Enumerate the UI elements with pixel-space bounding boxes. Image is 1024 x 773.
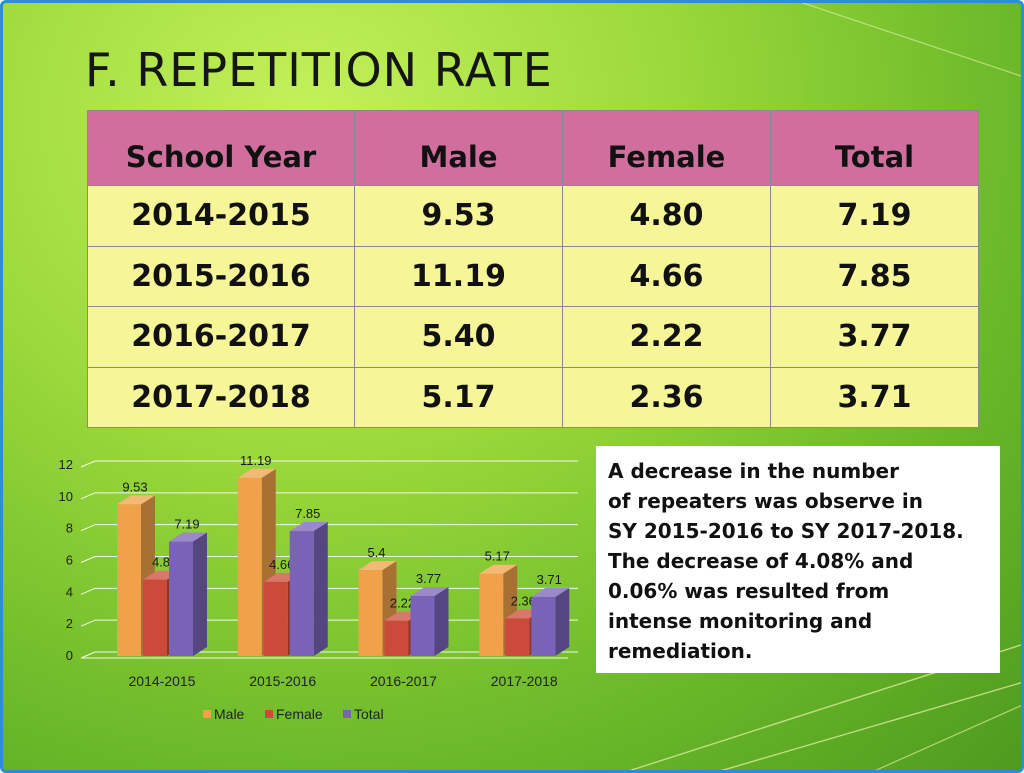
bar-total [531, 596, 556, 656]
cell-female: 4.80 [562, 185, 771, 247]
bar-total [169, 541, 193, 656]
y-tick-label: 6 [66, 553, 73, 568]
bar-top [410, 586, 449, 596]
bar-side [555, 587, 570, 656]
table-row: 2014-2015 9.53 4.80 7.19 [87, 185, 979, 247]
x-tick-label: 2017-2018 [491, 673, 558, 689]
cell-male: 11.19 [354, 245, 563, 307]
cell-male: 5.40 [354, 306, 563, 368]
bar-female [143, 579, 167, 656]
cell-male: 9.53 [354, 185, 563, 247]
repetition-rate-bar-chart: 0 2 4 6 8 10 12 9.53 4.8 7.19 2014-2015 11.19 4.66 7.… [59, 453, 578, 722]
bar-female [505, 618, 530, 656]
y-grid-line-side [80, 587, 96, 595]
header-female: Female [562, 110, 771, 186]
bar-female [263, 581, 288, 656]
cell-school-year: 2014-2015 [87, 185, 355, 247]
y-tick-label: 2 [66, 616, 73, 631]
bar-male [479, 573, 504, 656]
bar-top [169, 532, 207, 542]
y-grid-line-side [80, 524, 96, 532]
y-tick-label: 8 [66, 521, 73, 536]
y-tick-label: 0 [66, 648, 73, 663]
cell-female: 4.66 [562, 245, 771, 307]
bar-total [410, 595, 435, 656]
repetition-rate-table: School Year Male Female Total 2014-2015 … [87, 110, 979, 428]
y-grid-line-side [80, 556, 96, 563]
header-male: Male [354, 110, 563, 186]
x-tick-label: 2014-2015 [129, 673, 196, 689]
bar-total [289, 531, 314, 656]
y-tick-label: 4 [66, 584, 73, 599]
table-row: 2015-2016 11.19 4.66 7.85 [87, 245, 979, 307]
data-label: 7.85 [295, 506, 320, 521]
bar-top [479, 564, 518, 574]
bar-female [384, 620, 409, 656]
cell-school-year: 2015-2016 [87, 245, 355, 307]
y-grid-line-side [80, 492, 96, 500]
bar-top [237, 468, 276, 478]
legend-swatch-total [343, 710, 351, 718]
bar-side [434, 586, 449, 656]
legend-label: Total [354, 706, 384, 722]
data-label: 2.36 [511, 593, 536, 608]
cell-school-year: 2016-2017 [87, 306, 355, 368]
data-label: 7.19 [174, 517, 199, 532]
bar-male [117, 504, 141, 656]
bar-top [358, 561, 397, 571]
cell-school-year: 2017-2018 [87, 366, 355, 428]
note-box: A decrease in the number of repeaters wa… [596, 446, 1000, 673]
table-row: 2016-2017 5.40 2.22 3.77 [87, 306, 979, 368]
data-label: 4.66 [269, 557, 294, 572]
header-total: Total [770, 110, 979, 186]
cell-total: 7.85 [770, 245, 979, 307]
note-text: A decrease in the number of repeaters wa… [608, 459, 964, 663]
cell-female: 2.36 [562, 366, 771, 428]
data-label: 5.17 [485, 549, 510, 564]
data-label: 3.77 [416, 571, 441, 586]
table-row: 2017-2018 5.17 2.36 3.71 [87, 366, 979, 428]
data-label: 3.71 [537, 572, 562, 587]
bar-male [237, 477, 262, 656]
x-tick-label: 2015-2016 [249, 673, 316, 689]
legend-swatch-female [265, 710, 273, 718]
data-label: 9.53 [122, 479, 147, 494]
bar-top [289, 522, 328, 532]
bar-top [531, 587, 570, 597]
data-label: 5.4 [367, 545, 385, 560]
bar-male [358, 570, 383, 656]
cell-male: 5.17 [354, 366, 563, 428]
slide-title: F. REPETITION RATE [85, 43, 553, 97]
y-grid-line-side [80, 619, 96, 627]
header-school-year: School Year [87, 110, 355, 186]
x-tick-label: 2016-2017 [370, 673, 437, 689]
y-tick-label: 12 [59, 457, 73, 472]
y-grid-line-side [80, 460, 96, 468]
y-tick-label: 10 [59, 489, 73, 504]
bar-side [313, 522, 328, 656]
data-label: 2.22 [390, 596, 415, 611]
table-header-row: School Year Male Female Total [87, 110, 979, 186]
cell-total: 3.71 [770, 366, 979, 428]
y-grid-line-side [80, 651, 96, 659]
legend-swatch-male [203, 710, 211, 718]
cell-total: 7.19 [770, 185, 979, 247]
bar-side [193, 532, 207, 656]
data-label: 4.8 [152, 555, 170, 570]
legend-label: Male [214, 706, 245, 722]
data-label: 11.19 [240, 453, 272, 468]
legend-label: Female [276, 706, 323, 722]
cell-total: 3.77 [770, 306, 979, 368]
bar-top [117, 495, 155, 505]
cell-female: 2.22 [562, 306, 771, 368]
